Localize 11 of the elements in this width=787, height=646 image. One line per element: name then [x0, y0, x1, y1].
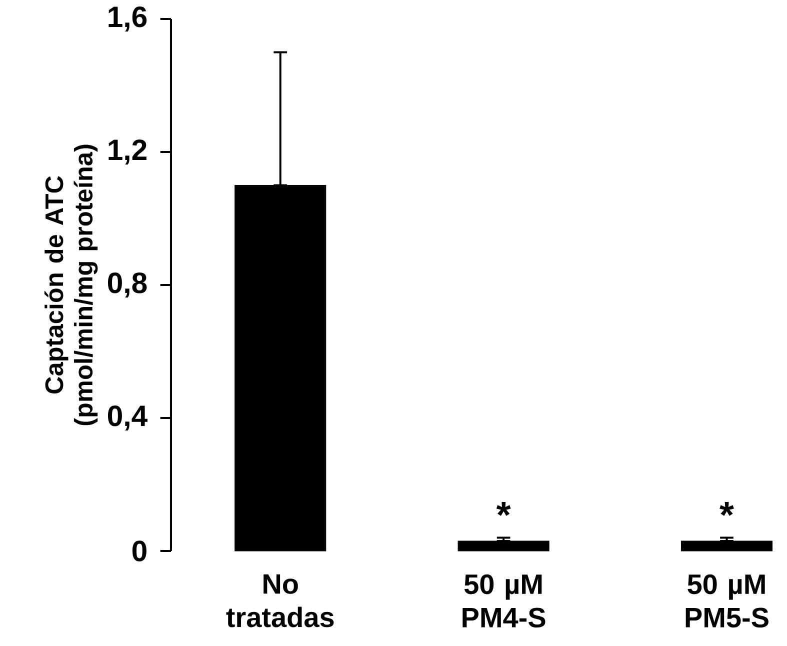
y-tick-label: 0 — [132, 540, 146, 562]
y-axis-title: Captación de ATC (pmol/min/mg proteína) — [44, 144, 98, 426]
x-tick-label: No tratadas — [226, 574, 334, 628]
annotation: * — [496, 502, 511, 516]
y-tick-label: 1,6 — [108, 6, 147, 32]
y-tick-label: 1,2 — [108, 139, 146, 165]
annotation: * — [720, 502, 734, 516]
x-tick-label: 50 µM PM4-S — [462, 574, 546, 628]
y-tick-label: 0,8 — [108, 272, 147, 298]
x-tick-label: 50 µM PM5-S — [686, 574, 768, 628]
y-tick-label: 0,4 — [108, 405, 148, 431]
